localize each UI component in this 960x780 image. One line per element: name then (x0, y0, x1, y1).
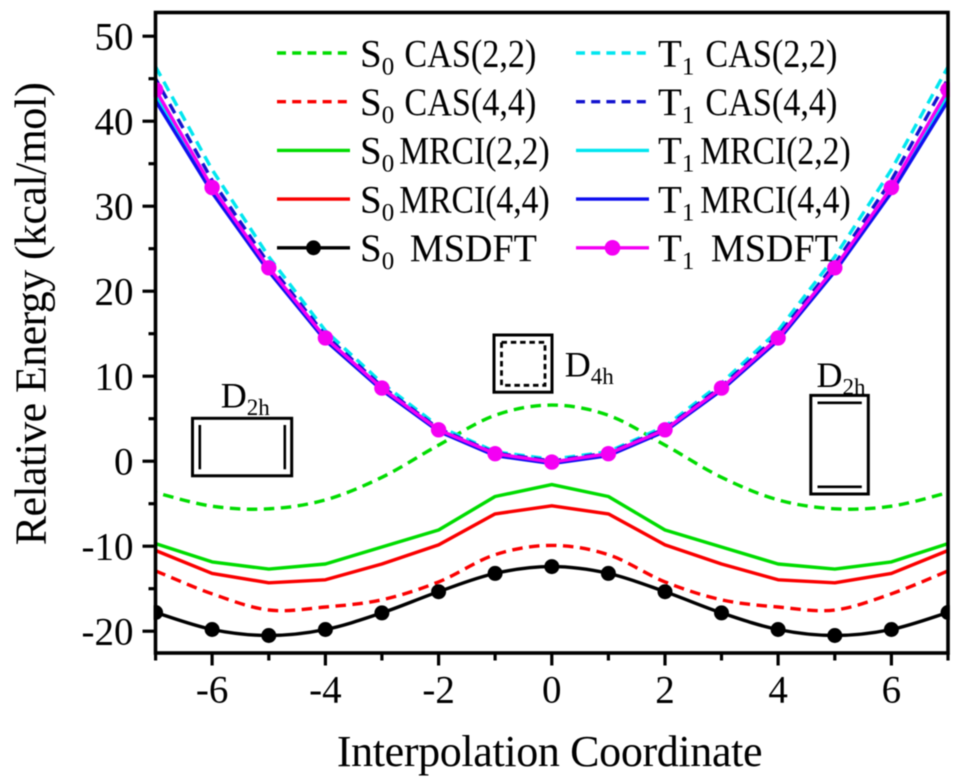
svg-text:6: 6 (882, 669, 902, 712)
svg-text:MSDFT: MSDFT (410, 227, 537, 270)
svg-text:0: 0 (542, 669, 562, 712)
svg-text:S0: S0 (360, 178, 394, 226)
svg-text:-10: -10 (82, 525, 134, 568)
svg-text:-2: -2 (422, 669, 455, 712)
svg-text:MRCI(4,4): MRCI(4,4) (700, 178, 851, 221)
svg-text:0: 0 (114, 440, 134, 483)
svg-text:CAS(2,2): CAS(2,2) (404, 32, 536, 75)
svg-text:10: 10 (95, 355, 134, 398)
svg-text:CAS(2,2): CAS(2,2) (705, 32, 837, 75)
svg-text:30: 30 (95, 185, 134, 228)
svg-text:Relative Energy (kcal/mol): Relative Energy (kcal/mol) (7, 83, 56, 546)
svg-text:-20: -20 (82, 610, 134, 653)
svg-text:MRCI(2,2): MRCI(2,2) (700, 130, 851, 173)
svg-text:MRCI(2,2): MRCI(2,2) (399, 130, 550, 173)
svg-text:4: 4 (768, 669, 788, 712)
svg-text:-4: -4 (309, 669, 342, 712)
svg-text:50: 50 (95, 15, 134, 58)
svg-text:2: 2 (655, 669, 675, 712)
svg-text:CAS(4,4): CAS(4,4) (705, 81, 837, 124)
svg-text:40: 40 (95, 100, 134, 143)
svg-text:Interpolation Coordinate: Interpolation Coordinate (337, 727, 762, 776)
svg-text:CAS(4,4): CAS(4,4) (404, 81, 536, 124)
svg-text:20: 20 (95, 270, 134, 313)
svg-text:MRCI(4,4): MRCI(4,4) (399, 178, 550, 221)
svg-text:D4h: D4h (565, 344, 615, 389)
svg-text:MSDFT: MSDFT (711, 227, 838, 270)
svg-text:-6: -6 (196, 669, 229, 712)
svg-text:T1: T1 (658, 81, 694, 129)
